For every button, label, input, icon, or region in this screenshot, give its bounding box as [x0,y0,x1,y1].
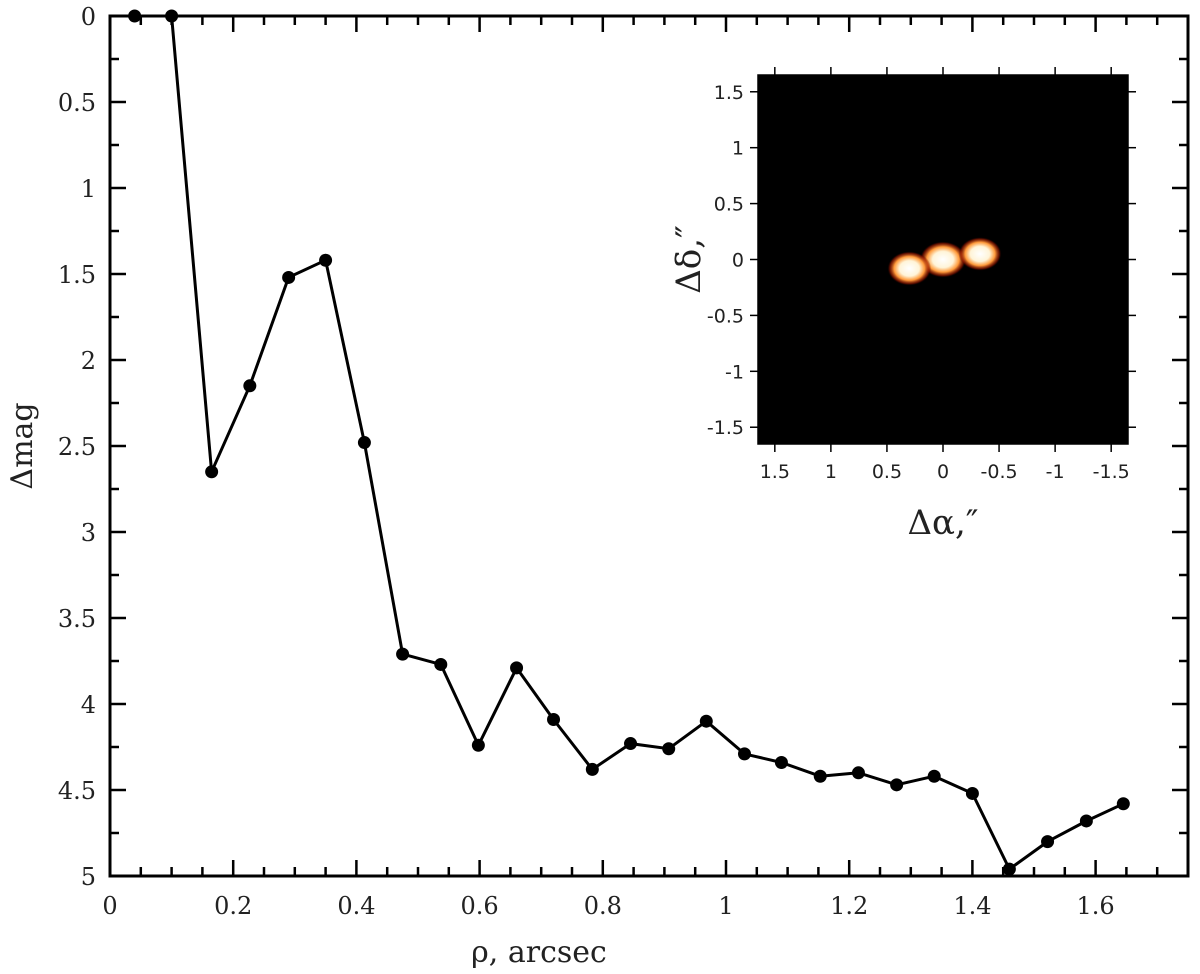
inset-y-tick-label: 1.5 [714,82,744,104]
y-tick-label: 0.5 [58,89,96,117]
y-tick-label: 2.5 [58,433,96,461]
speckle-image-inset: 1.5 1 0.5 0 -0.5 -1 -1.5 1.5 1 0.5 0 -0.5 -1 -1.5 Δα,″… [669,67,1136,548]
inset-y-axis-title: Δδ,″ [669,225,709,294]
inset-x-tick-label: -1 [1046,461,1065,483]
inset-x-tick-label: 1 [825,461,837,483]
data-point [510,661,524,675]
x-tick-label: 0.2 [214,892,252,920]
data-point [624,737,638,751]
x-tick-label: 0.4 [337,892,375,920]
y-axis-title: Δmag [5,402,40,489]
y-tick-label: 1 [81,175,96,203]
inset-y-tick-label: -0.5 [707,305,744,327]
inset-x-axis-title: Δα,″ [907,503,978,543]
x-tick-label: 0 [102,892,117,920]
data-point [737,747,751,761]
data-point [1116,797,1130,811]
data-point [396,647,410,661]
data-point [774,755,788,769]
data-point [282,270,296,284]
inset-y-tick-label: 0 [732,250,744,272]
inset-x-tick-label: 0.5 [872,461,902,483]
data-point [1002,862,1016,876]
inset-y-tick-label: -1 [725,361,744,383]
data-point [471,738,485,752]
main-axes: 0 0.2 0.4 0.6 0.8 1 1.2 1.4 1.6 0 0.5 1 1.5 2 2.5 3 3.5 4… [5,3,1190,970]
x-tick-label: 0.6 [461,892,499,920]
x-tick-label: 1.2 [830,892,868,920]
data-point [1041,835,1055,849]
data-point [547,712,561,726]
y-tick-label: 4 [81,691,96,719]
x-tick-label: 0.8 [584,892,622,920]
x-tick-label: 1 [718,892,733,920]
inset-x-tick-label: -0.5 [981,461,1018,483]
x-tick-label: 1.4 [953,892,991,920]
y-tick-label: 0 [81,3,96,31]
data-point [243,379,257,393]
primary-source [919,241,967,278]
inset-axes: 1.5 1 0.5 0 -0.5 -1 -1.5 1.5 1 0.5 0 -0.5 -1 -1.5 Δα,″… [669,67,1136,543]
inset-x-tick-label: 1.5 [760,461,790,483]
x-axis-title: ρ, arcsec [471,935,607,970]
speckle-image [688,69,1134,548]
y-tick-label: 5 [81,863,96,891]
y-tick-label: 4.5 [58,777,96,805]
y-tick-label: 1.5 [58,261,96,289]
y-tick-label: 3 [81,519,96,547]
data-point [357,436,371,450]
inset-x-tick-label: -1.5 [1093,461,1130,483]
data-point [1079,814,1093,828]
inset-y-tick-label: 0.5 [714,194,744,216]
contrast-curve-plot: 0 0.2 0.4 0.6 0.8 1 1.2 1.4 1.6 0 0.5 1 1.5 2 2.5 3 3.5 4… [5,3,1190,970]
secondary-source [887,251,932,286]
data-point [965,786,979,800]
data-point [205,465,219,479]
y-tick-label: 3.5 [58,605,96,633]
data-point [319,253,333,267]
x-tick-label: 1.6 [1077,892,1115,920]
data-point [813,769,827,783]
data-point [434,657,448,671]
heatmap-area [758,75,1128,444]
data-point [699,714,713,728]
secondary-source [958,237,1002,271]
data-point [927,769,941,783]
inset-y-tick-label: 1 [732,138,744,160]
inset-x-tick-label: 0 [937,461,949,483]
inset-y-tick-label: -1.5 [707,417,744,439]
y-tick-label: 2 [81,347,96,375]
data-point [890,778,904,792]
data-point [585,762,599,776]
data-point [851,766,865,780]
contrast-series [128,9,1130,876]
data-point [662,742,676,756]
